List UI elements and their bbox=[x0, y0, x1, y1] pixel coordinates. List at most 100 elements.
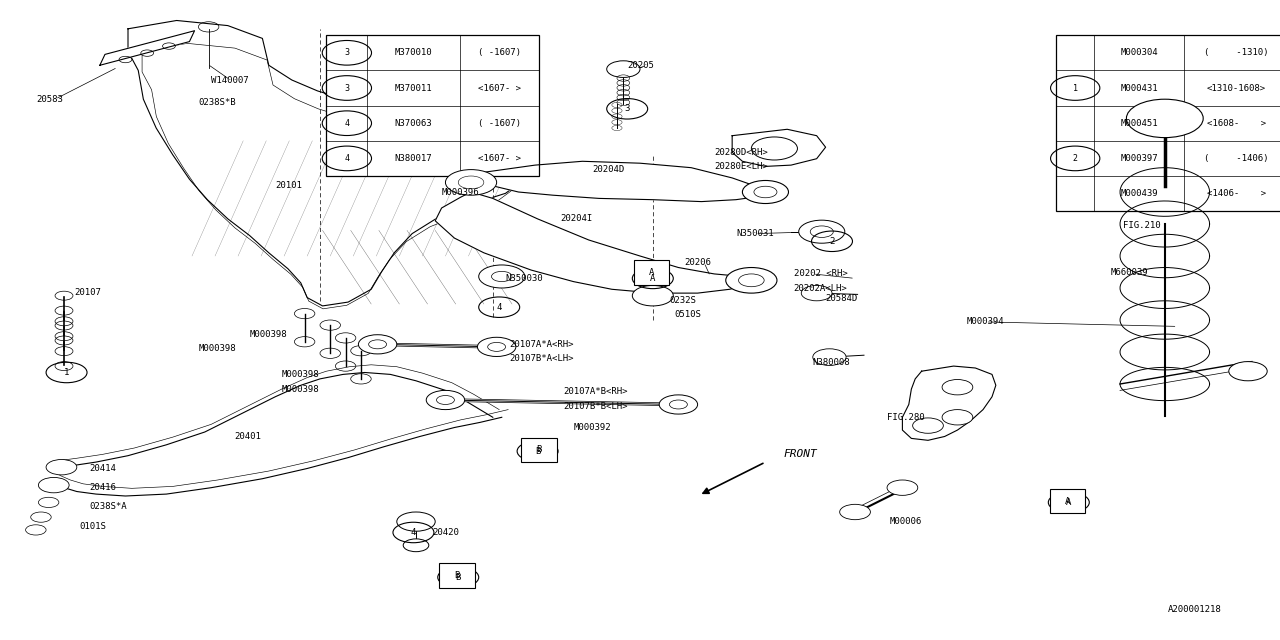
Polygon shape bbox=[902, 366, 996, 440]
Circle shape bbox=[942, 380, 973, 395]
Circle shape bbox=[813, 349, 846, 365]
Bar bbox=[521, 438, 557, 462]
Text: 20107B*A<LH>: 20107B*A<LH> bbox=[509, 354, 573, 363]
Text: 2: 2 bbox=[1073, 154, 1078, 163]
Bar bbox=[326, 35, 539, 176]
Text: N380017: N380017 bbox=[394, 154, 433, 163]
Text: M000394: M000394 bbox=[966, 317, 1004, 326]
Text: 20101: 20101 bbox=[275, 181, 302, 190]
Circle shape bbox=[46, 460, 77, 475]
Text: 1: 1 bbox=[1073, 83, 1078, 93]
Text: 20107A*A<RH>: 20107A*A<RH> bbox=[509, 340, 573, 349]
Text: <1608-    >: <1608- > bbox=[1207, 118, 1266, 128]
Text: 20202A<LH>: 20202A<LH> bbox=[794, 284, 847, 292]
Text: M000398: M000398 bbox=[250, 330, 287, 339]
Text: 3: 3 bbox=[344, 83, 349, 93]
Text: B: B bbox=[454, 571, 460, 580]
Text: 20206: 20206 bbox=[685, 258, 712, 267]
Text: 0238S*B: 0238S*B bbox=[198, 98, 236, 107]
Circle shape bbox=[31, 512, 51, 522]
Text: FIG.210: FIG.210 bbox=[1123, 221, 1160, 230]
Text: 20280D<RH>: 20280D<RH> bbox=[714, 148, 768, 157]
Text: 3: 3 bbox=[344, 48, 349, 58]
Text: M00006: M00006 bbox=[890, 517, 922, 526]
Circle shape bbox=[801, 285, 832, 301]
Text: A: A bbox=[1066, 498, 1071, 507]
Bar bbox=[1050, 489, 1085, 513]
Text: 20280E<LH>: 20280E<LH> bbox=[714, 162, 768, 171]
Polygon shape bbox=[732, 129, 826, 166]
Circle shape bbox=[799, 220, 845, 243]
Circle shape bbox=[38, 497, 59, 508]
Text: 0238S*A: 0238S*A bbox=[90, 502, 127, 511]
Text: FRONT: FRONT bbox=[783, 449, 817, 460]
Polygon shape bbox=[471, 161, 768, 202]
Circle shape bbox=[477, 337, 516, 356]
Circle shape bbox=[742, 180, 788, 204]
Circle shape bbox=[26, 525, 46, 535]
Text: 4: 4 bbox=[344, 118, 349, 128]
Text: M370011: M370011 bbox=[394, 83, 433, 93]
Circle shape bbox=[1229, 362, 1267, 381]
Text: W140007: W140007 bbox=[211, 76, 248, 84]
Text: M000398: M000398 bbox=[282, 385, 319, 394]
Circle shape bbox=[397, 512, 435, 531]
Circle shape bbox=[479, 265, 525, 288]
Text: M370010: M370010 bbox=[394, 48, 433, 58]
Text: B: B bbox=[456, 573, 461, 582]
Circle shape bbox=[887, 480, 918, 495]
Circle shape bbox=[607, 61, 640, 77]
Polygon shape bbox=[100, 31, 195, 65]
Text: 20107B*B<LH>: 20107B*B<LH> bbox=[563, 402, 627, 411]
Text: M000439: M000439 bbox=[1120, 189, 1158, 198]
Bar bbox=[1056, 35, 1280, 211]
Text: <1310-1608>: <1310-1608> bbox=[1207, 83, 1266, 93]
Text: M000396: M000396 bbox=[442, 188, 479, 196]
Text: M000304: M000304 bbox=[1120, 48, 1158, 58]
Text: 20583: 20583 bbox=[36, 95, 63, 104]
Text: ( -1607): ( -1607) bbox=[477, 118, 521, 128]
Text: M000392: M000392 bbox=[573, 423, 611, 432]
Text: (     -1310): ( -1310) bbox=[1204, 48, 1268, 58]
Text: 20401: 20401 bbox=[234, 432, 261, 441]
Text: 0101S: 0101S bbox=[79, 522, 106, 531]
Text: ( -1607): ( -1607) bbox=[477, 48, 521, 58]
Text: 20202 <RH>: 20202 <RH> bbox=[794, 269, 847, 278]
Text: <1406-    >: <1406- > bbox=[1207, 189, 1266, 198]
Text: M000431: M000431 bbox=[1120, 83, 1158, 93]
Circle shape bbox=[38, 477, 69, 493]
Text: 20584D: 20584D bbox=[826, 294, 858, 303]
Text: M000398: M000398 bbox=[198, 344, 236, 353]
Circle shape bbox=[403, 539, 429, 552]
Text: 0510S: 0510S bbox=[675, 310, 701, 319]
Text: 20416: 20416 bbox=[90, 483, 116, 492]
Circle shape bbox=[1126, 99, 1203, 138]
Circle shape bbox=[426, 390, 465, 410]
Text: 0232S: 0232S bbox=[669, 296, 696, 305]
Text: 20420: 20420 bbox=[433, 528, 460, 537]
Text: A: A bbox=[649, 268, 654, 277]
Text: N350031: N350031 bbox=[736, 229, 773, 238]
Text: <1607- >: <1607- > bbox=[477, 83, 521, 93]
Text: 20205: 20205 bbox=[627, 61, 654, 70]
Text: M660039: M660039 bbox=[1111, 268, 1148, 276]
Text: 20107A*B<RH>: 20107A*B<RH> bbox=[563, 387, 627, 396]
Circle shape bbox=[445, 170, 497, 195]
Circle shape bbox=[751, 137, 797, 160]
Circle shape bbox=[840, 504, 870, 520]
Text: B: B bbox=[536, 445, 541, 454]
Circle shape bbox=[726, 268, 777, 293]
Text: N350030: N350030 bbox=[506, 274, 543, 283]
Text: 20204I: 20204I bbox=[561, 214, 593, 223]
Circle shape bbox=[632, 285, 673, 306]
Text: 1: 1 bbox=[64, 368, 69, 377]
Text: 20414: 20414 bbox=[90, 464, 116, 473]
Circle shape bbox=[913, 418, 943, 433]
Text: A: A bbox=[650, 274, 655, 283]
Text: 4: 4 bbox=[497, 303, 502, 312]
Circle shape bbox=[942, 410, 973, 425]
Text: <1607- >: <1607- > bbox=[477, 154, 521, 163]
Text: M000398: M000398 bbox=[282, 370, 319, 379]
Text: FIG.280: FIG.280 bbox=[887, 413, 924, 422]
Text: 20107: 20107 bbox=[74, 288, 101, 297]
